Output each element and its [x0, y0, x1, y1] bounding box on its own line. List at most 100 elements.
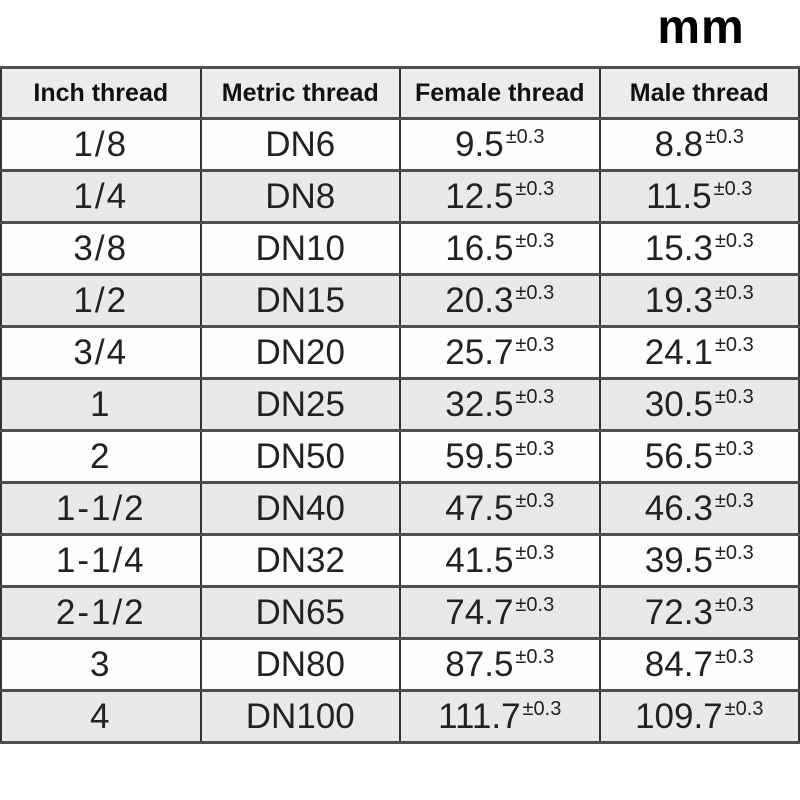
female-thread-cell: 111.7 ±0.3	[399, 689, 601, 744]
female-thread-cell: 74.7 ±0.3	[399, 585, 601, 640]
female-value: 16.5	[445, 228, 514, 268]
male-thread-cell: 11.5 ±0.3	[598, 169, 800, 224]
male-value: 84.7	[644, 644, 713, 684]
metric-thread-cell: DN10	[199, 221, 401, 276]
tolerance-superscript: ±0.3	[714, 229, 754, 252]
metric-thread-cell: DN40	[199, 481, 401, 536]
table-row: 1/4 DN8 12.5 ±0.3 11.5 ±0.3	[0, 169, 800, 224]
tolerance-superscript: ±0.3	[515, 593, 555, 616]
table-row: 2-1/2 DN65 74.7 ±0.3 72.3 ±0.3	[0, 585, 800, 640]
tolerance-superscript: ±0.3	[705, 125, 744, 148]
male-thread-cell: 56.5 ±0.3	[598, 429, 800, 484]
table-row: 4 DN100 111.7 ±0.3 109.7 ±0.3	[0, 689, 800, 744]
female-thread-cell: 16.5 ±0.3	[399, 221, 601, 276]
female-value: 32.5	[445, 384, 514, 424]
male-thread-cell: 30.5 ±0.3	[598, 377, 800, 432]
male-value: 19.3	[644, 280, 713, 320]
male-thread-cell: 39.5 ±0.3	[598, 533, 800, 588]
tolerance-superscript: ±0.3	[714, 541, 754, 564]
female-thread-cell: 12.5 ±0.3	[399, 169, 601, 224]
tolerance-superscript: ±0.3	[515, 177, 555, 200]
female-thread-cell: 47.5 ±0.3	[399, 481, 601, 536]
metric-thread-cell: DN20	[199, 325, 401, 380]
inch-thread-cell: 3/4	[0, 325, 202, 380]
table-row: 2 DN50 59.5 ±0.3 56.5 ±0.3	[0, 429, 800, 484]
tolerance-superscript: ±0.3	[515, 333, 555, 356]
inch-thread-cell: 3	[0, 637, 202, 692]
female-thread-cell: 32.5 ±0.3	[399, 377, 601, 432]
male-thread-cell: 109.7 ±0.3	[598, 689, 800, 744]
male-value: 39.5	[644, 540, 713, 580]
male-value: 72.3	[644, 592, 713, 632]
tolerance-superscript: ±0.3	[515, 541, 555, 564]
tolerance-superscript: ±0.3	[714, 593, 754, 616]
metric-thread-cell: DN32	[199, 533, 401, 588]
header-male-thread: Male thread	[598, 66, 800, 120]
metric-thread-cell: DN65	[199, 585, 401, 640]
inch-thread-cell: 2-1/2	[0, 585, 202, 640]
male-value: 30.5	[644, 384, 713, 424]
tolerance-superscript: ±0.3	[714, 437, 754, 460]
header-female-thread: Female thread	[399, 66, 601, 120]
female-value: 9.5	[455, 124, 504, 164]
tolerance-superscript: ±0.3	[714, 645, 754, 668]
female-thread-cell: 25.7 ±0.3	[399, 325, 601, 380]
inch-thread-cell: 4	[0, 689, 202, 744]
inch-thread-cell: 1/4	[0, 169, 202, 224]
unit-label: mm	[657, 1, 745, 54]
metric-thread-cell: DN25	[199, 377, 401, 432]
female-value: 87.5	[445, 644, 514, 684]
female-thread-cell: 59.5 ±0.3	[399, 429, 601, 484]
male-thread-cell: 15.3 ±0.3	[598, 221, 800, 276]
tolerance-superscript: ±0.3	[515, 229, 555, 252]
male-value: 8.8	[654, 124, 704, 164]
metric-thread-cell: DN50	[199, 429, 401, 484]
male-value: 24.1	[644, 332, 713, 372]
male-thread-cell: 72.3 ±0.3	[598, 585, 800, 640]
female-value: 59.5	[445, 436, 514, 476]
table-row: 3/8 DN10 16.5 ±0.3 15.3 ±0.3	[0, 221, 800, 276]
table-row: 1/8 DN6 9.5 ±0.3 8.8 ±0.3	[0, 117, 800, 172]
tolerance-superscript: ±0.3	[515, 489, 555, 512]
female-thread-cell: 41.5 ±0.3	[399, 533, 601, 588]
metric-thread-cell: DN80	[199, 637, 401, 692]
male-thread-cell: 24.1 ±0.3	[598, 325, 800, 380]
male-value: 15.3	[644, 228, 713, 268]
metric-thread-cell: DN15	[199, 273, 401, 328]
header-row: Inch thread Metric thread Female thread …	[0, 66, 800, 120]
male-value: 56.5	[644, 436, 713, 476]
male-thread-cell: 84.7 ±0.3	[598, 637, 800, 692]
female-value: 25.7	[445, 332, 514, 372]
spec-table: Inch thread Metric thread Female thread …	[0, 66, 800, 744]
male-thread-cell: 46.3 ±0.3	[598, 481, 800, 536]
tolerance-superscript: ±0.3	[714, 281, 754, 304]
table-row: 1 DN25 32.5 ±0.3 30.5 ±0.3	[0, 377, 800, 432]
tolerance-superscript: ±0.3	[522, 697, 562, 720]
female-thread-cell: 20.3 ±0.3	[399, 273, 601, 328]
female-value: 74.7	[445, 592, 514, 632]
tolerance-superscript: ±0.3	[714, 385, 754, 408]
female-value: 20.3	[445, 280, 514, 320]
inch-thread-cell: 1/8	[0, 117, 202, 172]
female-thread-cell: 87.5 ±0.3	[399, 637, 601, 692]
male-value: 46.3	[644, 488, 713, 528]
tolerance-superscript: ±0.3	[515, 385, 555, 408]
inch-thread-cell: 1/2	[0, 273, 202, 328]
table-row: 1/2 DN15 20.3 ±0.3 19.3 ±0.3	[0, 273, 800, 328]
tolerance-superscript: ±0.3	[515, 645, 555, 668]
inch-thread-cell: 1	[0, 377, 202, 432]
header-inch-thread: Inch thread	[0, 66, 202, 120]
metric-thread-cell: DN100	[199, 689, 401, 744]
inch-thread-cell: 1-1/4	[0, 533, 202, 588]
metric-thread-cell: DN6	[199, 117, 401, 172]
female-value: 111.7	[438, 696, 521, 736]
header-metric-thread: Metric thread	[199, 66, 401, 120]
male-value: 11.5	[646, 176, 712, 216]
tolerance-superscript: ±0.3	[515, 437, 555, 460]
female-thread-cell: 9.5 ±0.3	[399, 117, 601, 172]
table-row: 3 DN80 87.5 ±0.3 84.7 ±0.3	[0, 637, 800, 692]
female-value: 41.5	[445, 540, 514, 580]
inch-thread-cell: 1-1/2	[0, 481, 202, 536]
metric-thread-cell: DN8	[199, 169, 401, 224]
